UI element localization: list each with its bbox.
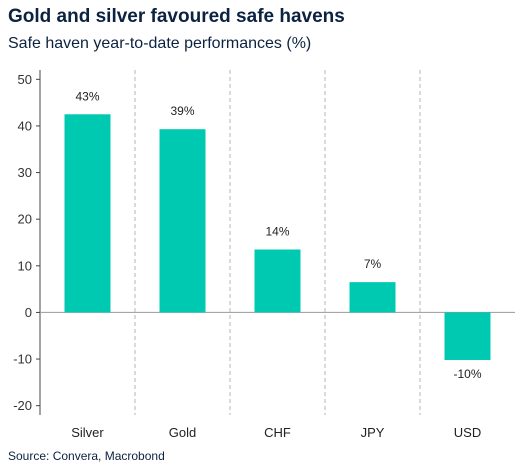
bar-jpy: [349, 282, 396, 313]
category-label-usd: USD: [454, 425, 481, 440]
y-tick-label: -20: [13, 398, 32, 413]
data-label-gold: 39%: [170, 104, 194, 118]
chart-subtitle: Safe haven year-to-date performances (%): [8, 35, 312, 52]
y-tick-label: 0: [25, 305, 32, 320]
y-tick-label: 40: [18, 118, 32, 133]
chart-title: Gold and silver favoured safe havens: [8, 6, 345, 27]
y-tick-label: 30: [18, 165, 32, 180]
category-label-gold: Gold: [169, 425, 196, 440]
category-label-silver: Silver: [71, 425, 104, 440]
bar-silver: [64, 114, 111, 313]
data-label-jpy: 7%: [364, 257, 382, 271]
source-note: Source: Convera, Macrobond: [8, 449, 165, 463]
data-label-silver: 43%: [75, 89, 99, 103]
data-label-chf: 14%: [265, 224, 289, 238]
y-tick-label: 10: [18, 258, 32, 273]
y-tick-label: -10: [13, 352, 32, 367]
y-tick-label: 20: [18, 212, 32, 227]
bar-gold: [159, 129, 206, 313]
bar-usd: [444, 312, 491, 360]
y-tick-label: 50: [18, 72, 32, 87]
data-label-usd: -10%: [453, 367, 481, 381]
category-label-chf: CHF: [264, 425, 291, 440]
category-label-jpy: JPY: [361, 425, 385, 440]
bar-chf: [254, 249, 301, 313]
